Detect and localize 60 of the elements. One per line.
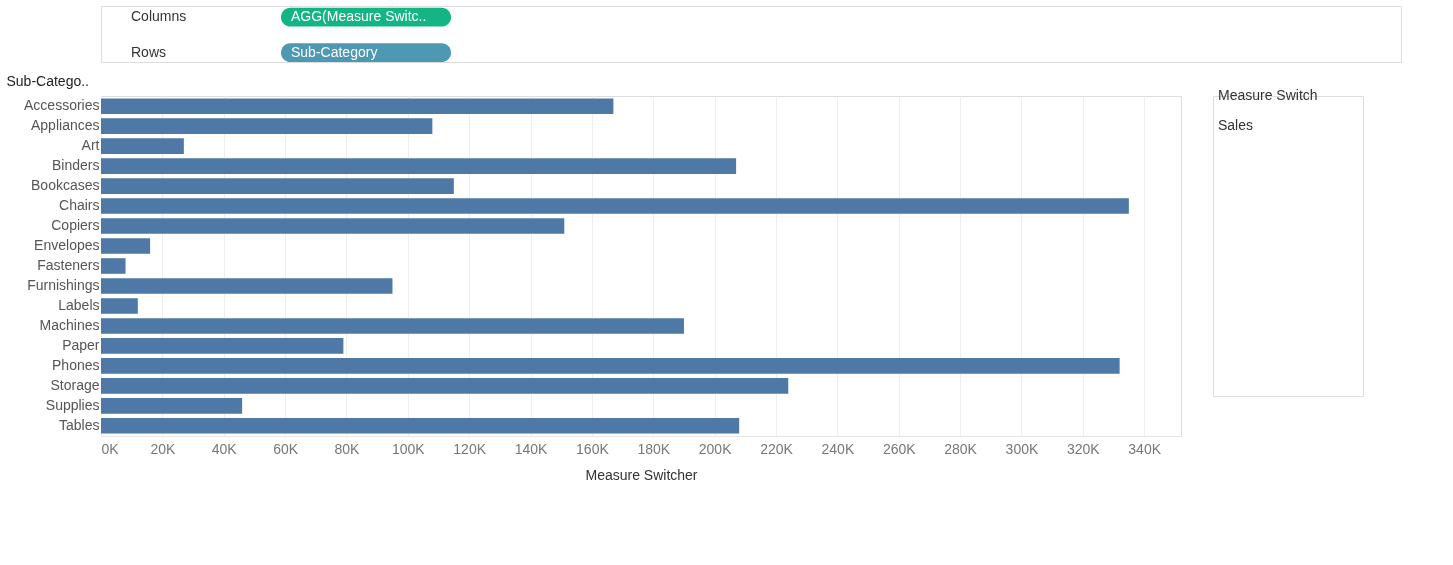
y-tick-label: Bookcases xyxy=(31,177,100,194)
text: Sub-Category xyxy=(291,43,378,60)
bar xyxy=(101,418,740,434)
text: Rows xyxy=(131,43,167,60)
bar xyxy=(101,218,565,234)
bar xyxy=(101,338,344,354)
y-tick-label: Supplies xyxy=(45,396,100,413)
y-tick-label: Paper xyxy=(62,336,100,353)
text: Measure Switch xyxy=(1218,87,1318,103)
x-tick-label: 340K xyxy=(1128,440,1162,457)
y-tick-label: Accessories xyxy=(24,97,100,114)
bar xyxy=(101,178,454,194)
bar xyxy=(101,378,789,394)
x-tick-label: 40K xyxy=(211,440,238,457)
x-tick-label: 140K xyxy=(514,440,549,457)
x-tick-label: 260K xyxy=(882,440,917,457)
x-tick-label: 280K xyxy=(944,440,978,457)
bar xyxy=(101,258,126,274)
y-tick-label: Chairs xyxy=(59,197,100,214)
x-tick-label: 220K xyxy=(760,440,794,457)
x-tick-label: 320K xyxy=(1066,440,1101,457)
bar xyxy=(101,118,433,134)
bar xyxy=(101,158,737,174)
x-tick-label: 200K xyxy=(698,440,733,457)
x-axis-title: Measure Switcher xyxy=(585,466,698,483)
x-tick-label: 240K xyxy=(821,440,855,457)
bar xyxy=(101,198,1129,214)
text: AGG(Measure Switc.. xyxy=(291,8,427,25)
bar xyxy=(101,238,151,254)
text: Columns xyxy=(131,8,187,25)
y-tick-label: Tables xyxy=(59,416,100,433)
y-tick-label: Labels xyxy=(58,296,100,313)
x-tick-label: 0K xyxy=(101,440,120,457)
bar xyxy=(101,278,393,294)
y-tick-label: Envelopes xyxy=(34,237,100,254)
y-axis-title: Sub-Catego.. xyxy=(6,72,89,89)
x-tick-label: 80K xyxy=(334,440,361,457)
x-tick-label: 120K xyxy=(453,440,487,457)
bar xyxy=(101,298,138,314)
y-tick-label: Copiers xyxy=(51,217,100,234)
y-tick-label: Art xyxy=(81,137,100,154)
x-tick-label: 20K xyxy=(150,440,176,457)
x-tick-label: 160K xyxy=(576,440,610,457)
y-tick-label: Fasteners xyxy=(37,257,100,273)
y-tick-label: Storage xyxy=(50,376,100,393)
bar xyxy=(101,98,614,114)
x-tick-label: 100K xyxy=(391,440,426,457)
y-tick-label: Binders xyxy=(52,157,100,174)
bar xyxy=(101,398,243,414)
y-tick-label: Appliances xyxy=(31,117,100,134)
bar xyxy=(101,318,684,334)
bar xyxy=(101,358,1120,374)
text: Sales xyxy=(1218,117,1254,133)
y-tick-label: Furnishings xyxy=(27,276,100,293)
bar xyxy=(101,138,184,154)
x-tick-label: 180K xyxy=(637,440,671,457)
y-tick-label: Machines xyxy=(39,316,100,333)
x-tick-label: 60K xyxy=(273,440,299,457)
y-tick-label: Phones xyxy=(52,356,100,373)
x-tick-label: 300K xyxy=(1005,440,1039,457)
